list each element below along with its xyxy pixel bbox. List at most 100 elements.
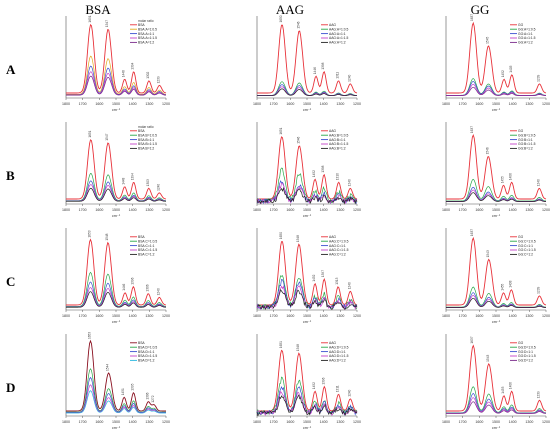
spectrum-panel-gg-b: 1800 1700 1600 1500 1400 1300 1200 cm⁻¹ 1637 1546… [442,122,550,218]
x-tick-label: 1800 [253,102,261,106]
x-tick-label: 1800 [253,314,261,318]
peak-label: 1398 [321,165,325,172]
legend-entry: GG [518,341,524,345]
spectrum-panel-aag-d: 1800 1700 1600 1500 1400 1300 1200 cm⁻¹ 1651 1548… [253,334,361,430]
legend-entry: GG:A=1:1.5 [518,36,536,40]
spectrum-line [446,286,547,308]
peak-label: 1311 [336,72,340,79]
legend-title: molar ratio [138,19,154,23]
x-tick-label: 1500 [112,208,120,212]
peak-label: 1240 [347,282,351,289]
spectrum-line [446,21,547,94]
peak-label: 1239 [537,287,541,294]
peak-label: 1397 [321,270,325,277]
spectrum-line [66,55,167,95]
legend-entry: AAG:A=1:0.5 [329,27,349,31]
spectrum-line [256,279,358,310]
legend-entry: BSA:A=1:0.5 [138,27,157,31]
legend-entry: GG [518,23,524,27]
x-tick-label: 1600 [475,208,483,212]
x-tick-label: 1200 [162,102,170,106]
peak-label: 1650 [279,232,283,239]
spectrum-line [256,289,358,311]
x-tick-label: 1500 [303,314,311,318]
spectrum-line [256,275,358,310]
legend-entry: BSA:B=1:2 [138,147,154,151]
legend-title: molar ratio [138,125,154,129]
spectrum-panel-bsa-c: 1800 1700 1600 1500 1400 1300 1200 cm⁻¹ 1653 1548… [62,228,170,324]
spectrum-line [256,394,358,417]
x-tick-label: 1200 [542,314,550,318]
peak-label: 1310 [336,173,340,180]
spectrum-line [66,390,166,414]
peak-label: 1547 [105,20,109,27]
x-tick-label: 1700 [270,420,278,424]
x-tick-label: 1700 [459,102,467,106]
peak-label: 1313 [335,277,339,284]
legend-entry: BSA [138,341,145,345]
spectrum-line [257,241,358,306]
x-tick-label: 1400 [320,420,328,424]
legend-entry: GG:D=1:1.5 [518,354,536,358]
legend-entry: AAG:C=1:1.5 [329,248,349,252]
x-tick-label: 1800 [62,420,70,424]
legend-entry: BSA:C=1:0.5 [138,239,157,243]
peak-label: 1651 [88,130,92,137]
x-axis-label: cm⁻¹ [492,426,501,430]
x-tick-label: 1700 [459,208,467,212]
peak-label: 1240 [156,288,160,295]
x-tick-label: 1500 [492,102,500,106]
x-tick-label: 1700 [459,314,467,318]
spectrum-line [446,236,547,306]
spectrum-line [256,186,358,205]
legend-entry: AAG:D=1:1 [329,350,346,354]
spectrum-panel-gg-d: 1800 1700 1600 1500 1400 1300 1200 cm⁻¹ 1637 1543… [442,334,550,430]
legend-entry: AAG:A=1:2 [329,41,346,45]
x-tick-label: 1300 [525,314,533,318]
x-tick-label: 1400 [509,314,517,318]
peak-label: 1651 [88,15,92,22]
x-tick-label: 1300 [145,102,153,106]
spectrum-line [66,139,167,200]
peak-label: 1446 [313,67,317,74]
peak-label: 1548 [296,344,300,351]
x-axis-label: cm⁻¹ [112,108,121,112]
peak-label: 1548 [105,233,109,240]
peak-label: 1452 [312,170,316,177]
spectrum-line [66,187,166,202]
x-tick-label: 1500 [303,102,311,106]
legend-entry: BSA:A=1:1 [138,32,154,36]
x-tick-label: 1700 [270,314,278,318]
legend-entry: BSA:D=1:2 [138,359,155,363]
x-tick-label: 1700 [79,208,87,212]
x-tick-label: 1600 [475,314,483,318]
peak-label: 1546 [296,136,300,143]
spectrum-line [66,75,166,96]
x-tick-label: 1800 [442,102,450,106]
row-label-a: A [6,62,16,77]
x-tick-label: 1300 [145,314,153,318]
legend-entry: GG:C=1:1.5 [518,248,536,252]
peak-label: 1240 [347,179,351,186]
x-tick-label: 1800 [253,208,261,212]
x-tick-label: 1200 [353,420,361,424]
x-tick-label: 1300 [525,208,533,212]
legend-entry: BSA:C=1:1.5 [138,248,157,252]
peak-label: 1240 [536,179,540,186]
peak-label: 1311 [336,385,340,392]
peak-label: 1651 [279,127,283,134]
x-tick-label: 1300 [525,420,533,424]
x-tick-label: 1300 [336,102,344,106]
legend-entry: AAG:B=1:1 [329,138,346,142]
peak-label: 1303 [146,179,150,186]
peak-label: 1398 [321,62,325,69]
x-tick-label: 1300 [145,208,153,212]
peak-label: 1239 [157,76,161,83]
legend-entry: BSA:C=1:1 [138,244,155,248]
peak-label: 1453 [501,386,505,393]
x-tick-label: 1600 [475,420,483,424]
peak-label: 1240 [347,75,351,82]
spectrum-panel-gg-a: 1800 1700 1600 1500 1400 1300 1200 cm⁻¹ 1637 1545… [442,14,550,112]
x-tick-label: 1200 [542,420,550,424]
